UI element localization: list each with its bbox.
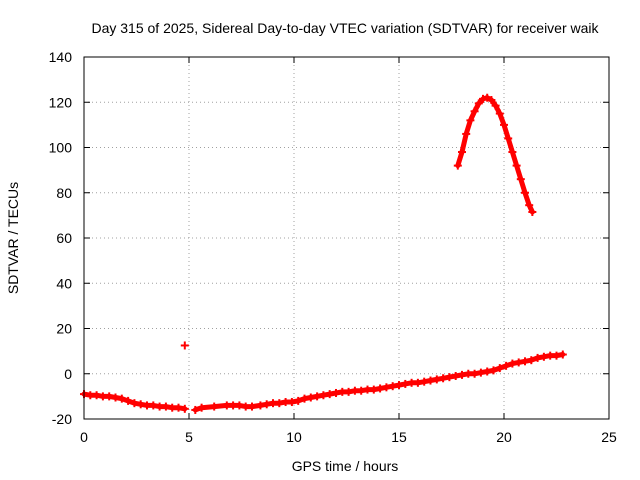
axis-ticks: 0 5 10 15 20 25 -20 0 20 40 60 80 100 120 140 xyxy=(49,49,617,445)
plot-frame xyxy=(83,56,610,420)
x-tick-label: 15 xyxy=(391,429,407,445)
data-point xyxy=(180,341,189,350)
y-tick-label: 40 xyxy=(56,275,72,291)
y-tick-label: 0 xyxy=(64,366,72,382)
x-tick-label: 25 xyxy=(601,429,617,445)
x-axis-title: GPS time / hours xyxy=(292,458,399,474)
x-tick-label: 20 xyxy=(496,429,512,445)
y-tick-label: 60 xyxy=(56,230,72,246)
y-tick-label: 100 xyxy=(49,140,73,156)
x-tick-label: 10 xyxy=(286,429,302,445)
series-band xyxy=(455,95,535,215)
y-tick-label: 80 xyxy=(56,185,72,201)
x-tick-label: 5 xyxy=(185,429,193,445)
chart-title: Day 315 of 2025, Sidereal Day-to-day VTE… xyxy=(91,20,599,36)
y-tick-label: -20 xyxy=(52,411,72,427)
grid-lines xyxy=(84,57,609,419)
y-axis-title: SDTVAR / TECUs xyxy=(5,182,21,294)
series-band xyxy=(192,352,566,413)
series-band xyxy=(81,391,188,412)
x-tick-label: 0 xyxy=(80,429,88,445)
y-tick-label: 120 xyxy=(49,94,73,110)
data-points xyxy=(80,93,567,414)
y-tick-label: 140 xyxy=(49,49,73,65)
y-tick-label: 20 xyxy=(56,321,72,337)
